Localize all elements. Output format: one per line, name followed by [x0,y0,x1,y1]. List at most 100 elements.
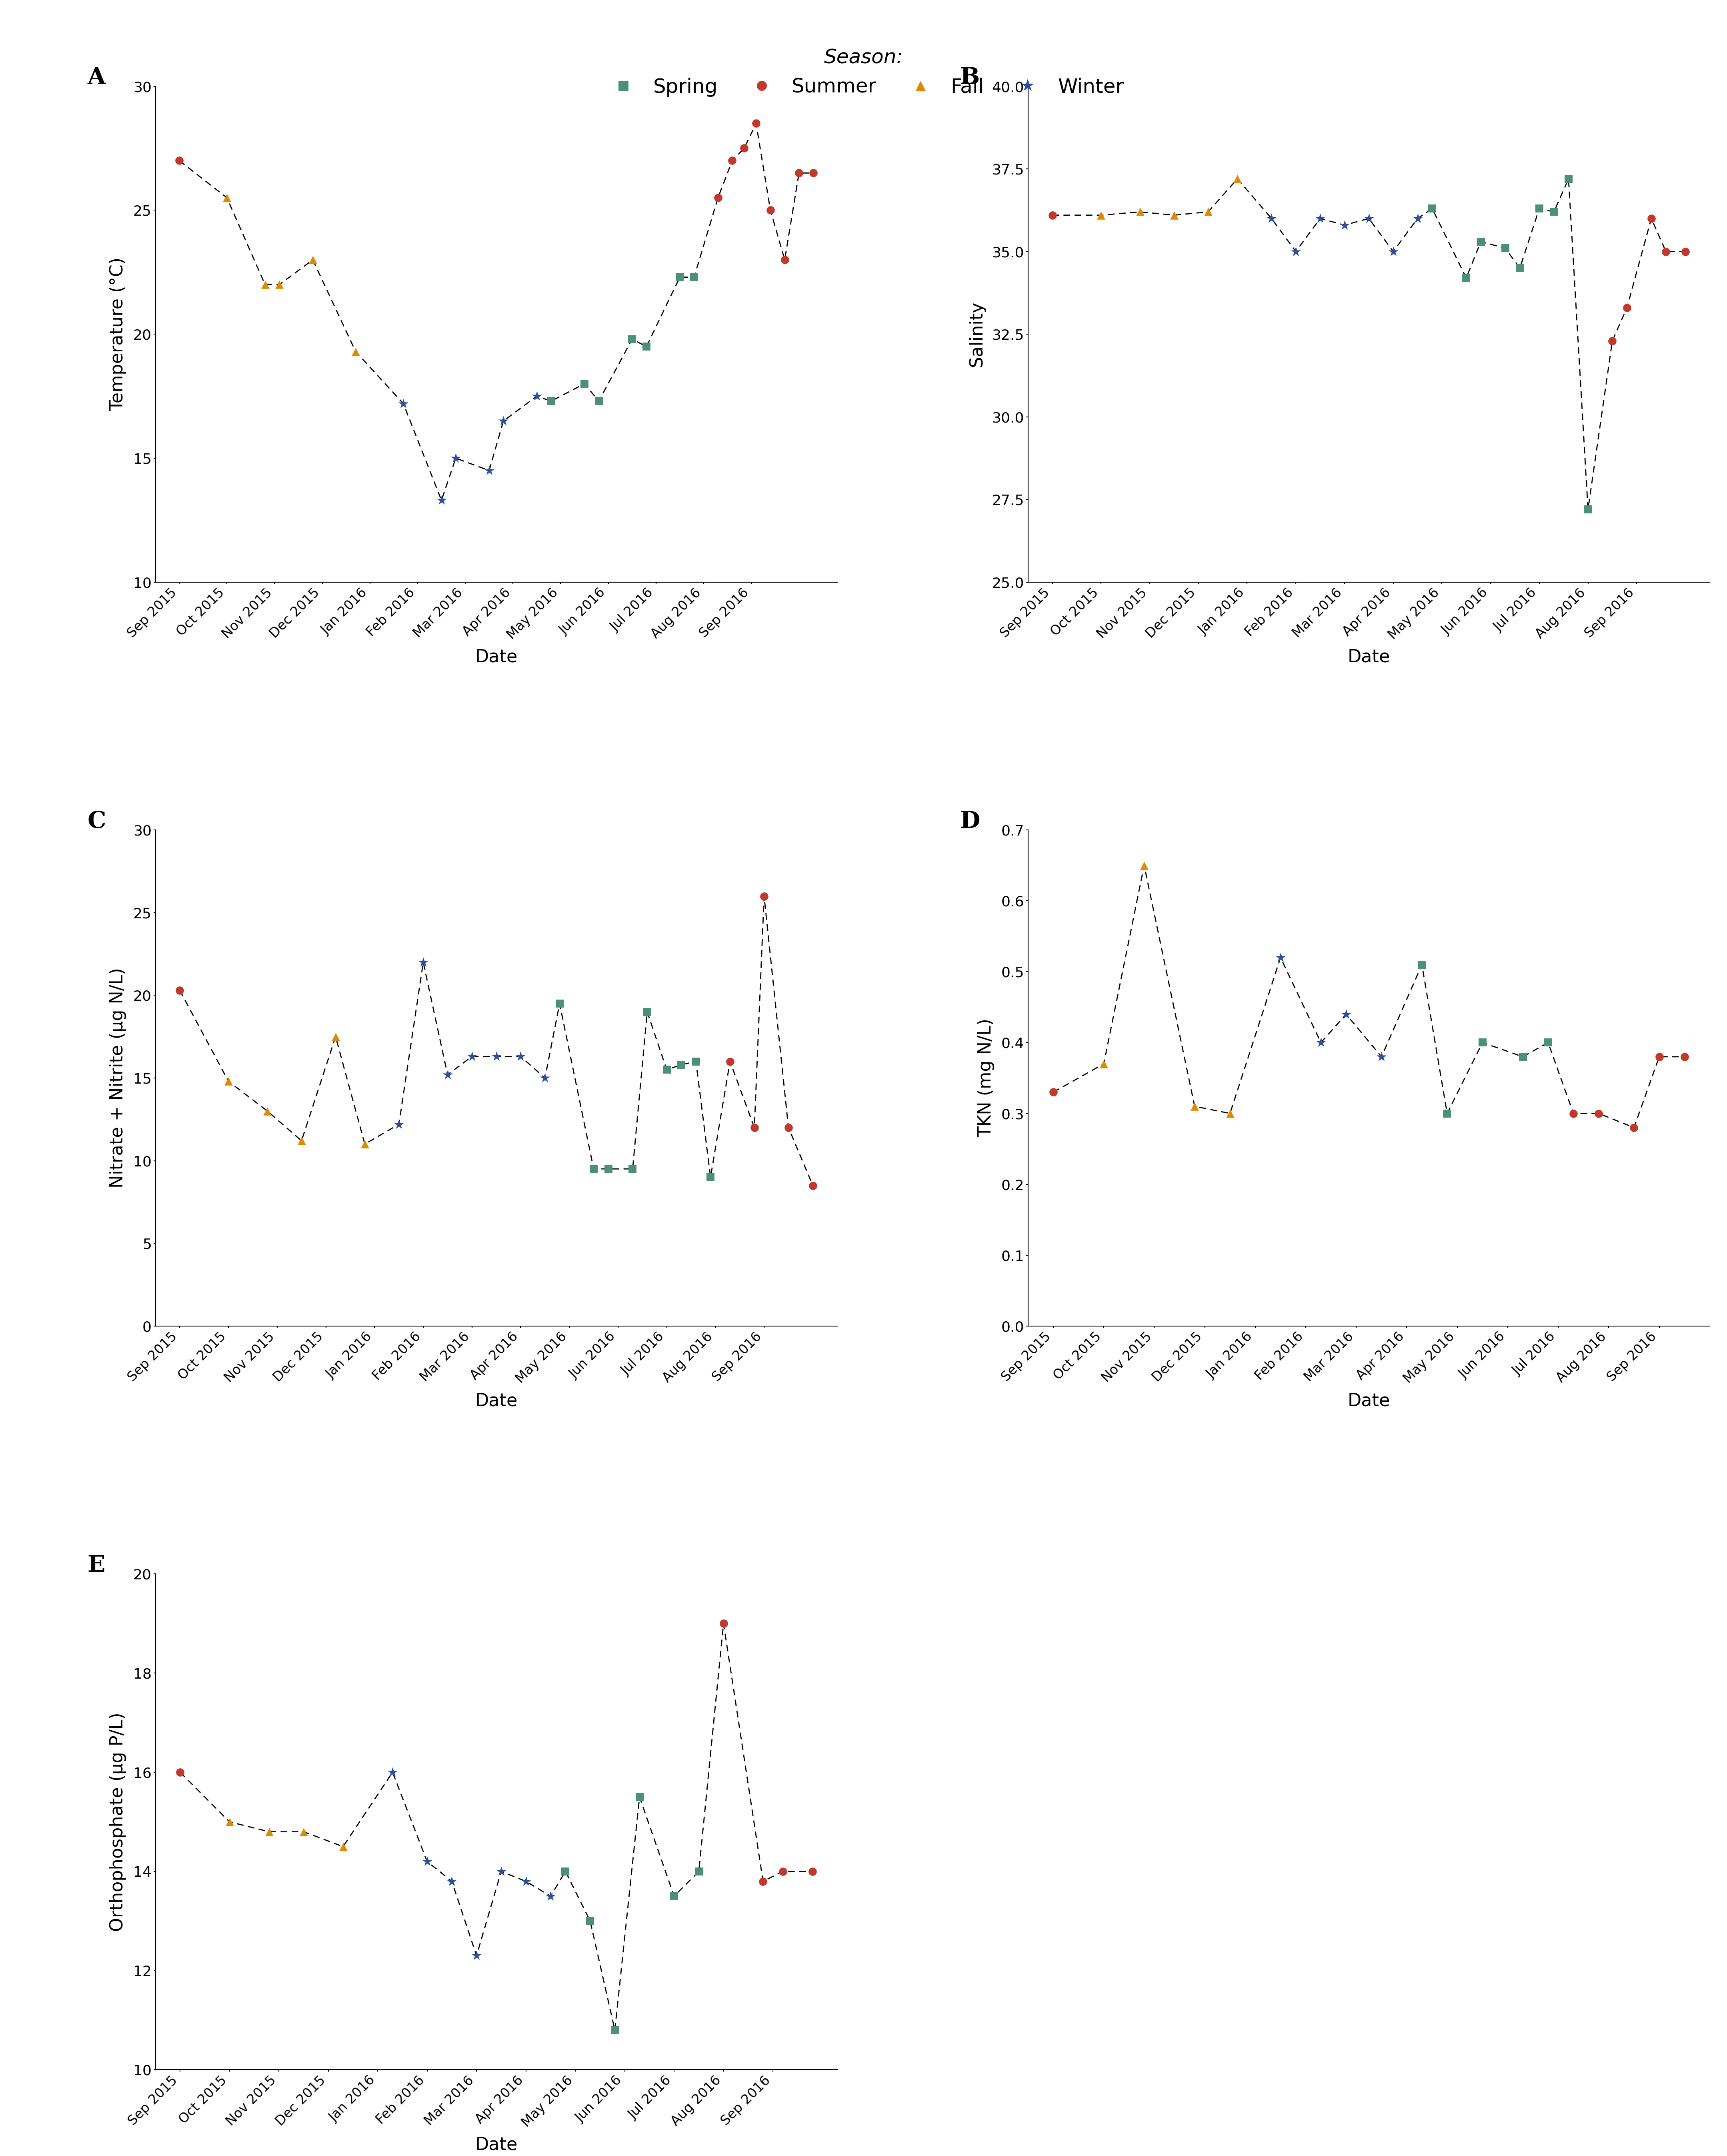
Point [506,1039,534,1074]
Point [1585,1095,1613,1130]
Text: D: D [960,811,981,832]
Point [413,1843,440,1878]
Point [718,144,746,179]
Point [686,1854,713,1889]
Point [1368,1039,1395,1074]
Point [705,181,732,216]
Point [342,334,370,369]
Point [482,1039,509,1074]
Point [487,1854,515,1889]
Point [1670,1039,1698,1074]
Point [1266,940,1294,975]
Point [756,194,784,229]
Text: B: B [960,67,979,88]
Y-axis label: Orthophosphate (µg P/L): Orthophosphate (µg P/L) [109,1712,126,1932]
Point [523,379,551,414]
Point [786,155,813,190]
Point [1038,198,1066,233]
Y-axis label: TKN (mg N/L): TKN (mg N/L) [977,1018,995,1138]
Point [546,987,573,1022]
Point [798,1854,826,1889]
Point [585,384,613,418]
X-axis label: Date: Date [475,649,518,666]
Point [1380,235,1408,270]
Point [1332,996,1359,1031]
Point [1257,201,1285,235]
Point [290,1815,318,1850]
Point [1653,235,1680,270]
Point [660,1878,687,1915]
Point [463,1938,490,1973]
Point [166,1755,193,1789]
Point [1161,198,1188,233]
Point [668,1048,696,1082]
Point [1090,1046,1117,1080]
Point [1040,1076,1067,1110]
Point [532,1061,560,1095]
Point [378,1755,406,1789]
Point [1599,323,1627,358]
Point [513,1865,541,1899]
Point [800,155,827,190]
Point [1672,235,1699,270]
Point [254,1093,282,1128]
Point [475,453,503,487]
Point [580,1151,608,1186]
Y-axis label: Temperature (°C): Temperature (°C) [109,257,126,412]
Point [1088,198,1116,233]
Point [1575,492,1603,526]
Point [682,1044,710,1078]
Point [750,880,777,914]
Point [731,132,758,166]
Point [594,1151,622,1186]
Point [256,1815,283,1850]
Point [490,403,518,438]
Point [1554,162,1582,196]
Point [1307,1026,1335,1061]
Point [1613,291,1641,326]
Point [1452,261,1480,295]
Point [1492,231,1520,265]
Point [433,1056,461,1091]
Point [770,244,798,278]
Point [1559,1095,1587,1130]
Point [428,483,456,517]
Point [750,1865,777,1899]
Point [632,330,660,364]
Point [330,1828,357,1863]
Point [1637,201,1665,235]
Point [1418,192,1445,226]
Point [288,1123,316,1158]
Point [618,321,646,356]
Point [551,1854,579,1889]
Point [458,1039,485,1074]
Point [769,1854,796,1889]
Text: A: A [88,67,105,88]
Text: E: E [88,1554,105,1576]
Point [577,1904,604,1938]
Point [743,106,770,140]
Point [1509,1039,1537,1074]
Point [1216,1095,1243,1130]
Point [321,1020,349,1054]
Point [1534,1026,1561,1061]
Y-axis label: Salinity: Salinity [969,302,986,367]
Point [537,1878,565,1915]
Point [1466,224,1494,259]
Point [390,386,418,420]
Point [385,1106,413,1141]
Point [1404,201,1432,235]
Point [1620,1110,1648,1145]
Point [1281,235,1309,270]
Point [442,442,470,476]
Point [618,1151,646,1186]
Point [1195,194,1223,229]
Point [1126,194,1154,229]
Point [409,944,437,979]
X-axis label: Date: Date [1347,649,1390,666]
Point [1332,207,1359,241]
Point [299,244,326,278]
Point [537,384,565,418]
X-axis label: Date: Date [1347,1393,1390,1410]
Point [1506,250,1534,285]
